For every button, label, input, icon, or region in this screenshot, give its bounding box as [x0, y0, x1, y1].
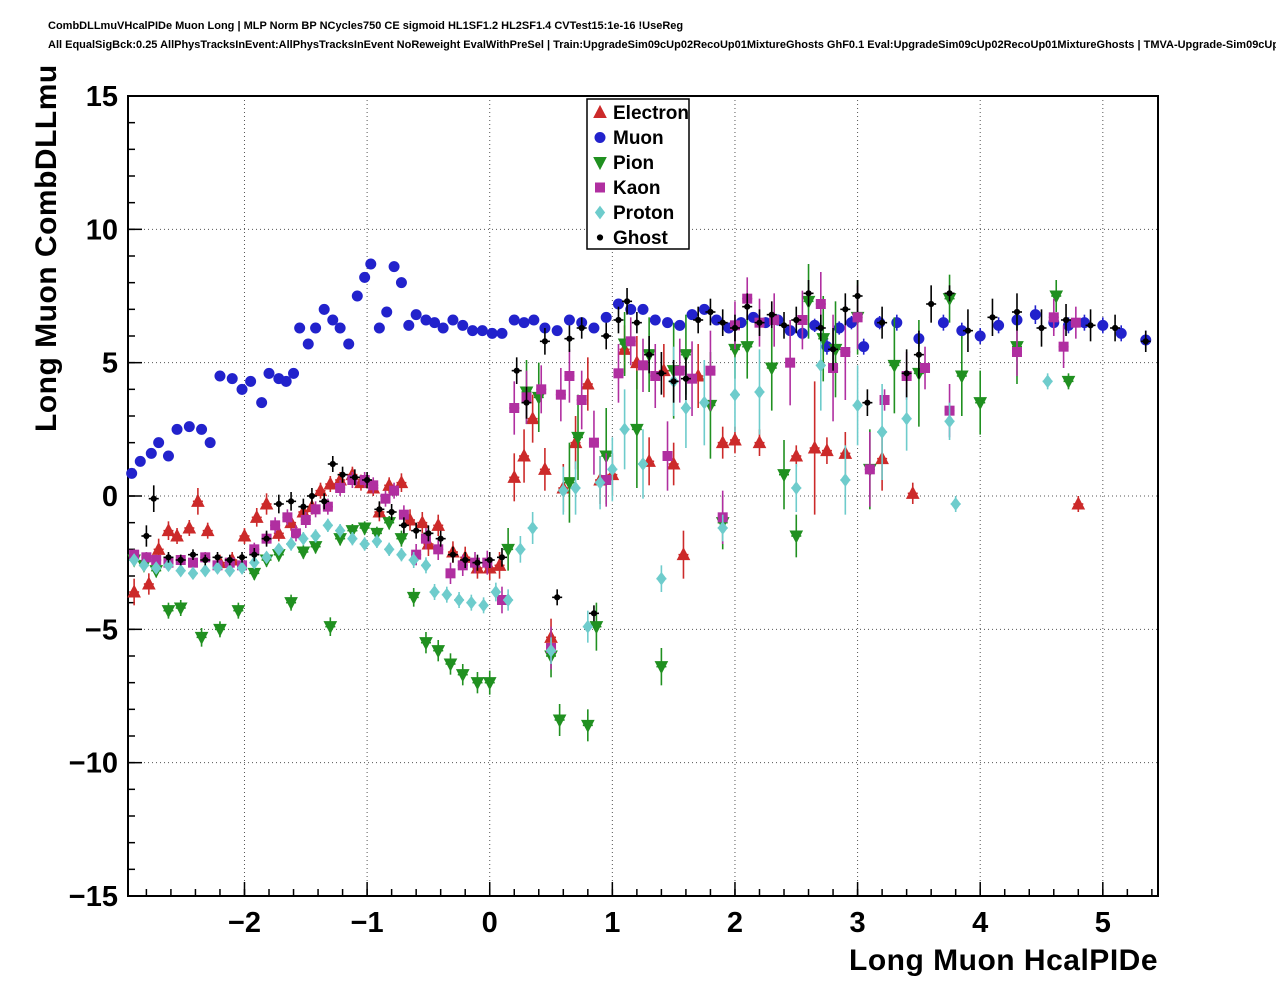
legend-marker-electron-icon — [593, 104, 607, 118]
svg-text:5: 5 — [1095, 907, 1111, 939]
series-kaon — [129, 272, 1081, 670]
legend-item-label: Kaon — [613, 178, 661, 199]
svg-text:1: 1 — [604, 907, 620, 939]
series-ghost — [141, 280, 1151, 622]
svg-text:15: 15 — [86, 81, 118, 113]
legend-marker-ghost-icon — [596, 234, 604, 241]
x-axis-title: Long Muon HcalPIDe — [849, 944, 1158, 977]
svg-text:0: 0 — [482, 907, 498, 939]
svg-text:−10: −10 — [69, 748, 118, 780]
svg-text:−5: −5 — [85, 614, 118, 646]
legend-item-label: Proton — [613, 203, 674, 224]
legend-item-label: Electron — [613, 103, 689, 124]
svg-text:5: 5 — [102, 348, 118, 380]
legend-box — [586, 98, 690, 250]
plot-title-line1: CombDLLmuVHcalPIDe Muon Long | MLP Norm … — [48, 20, 684, 32]
legend-marker-proton-icon — [594, 205, 606, 220]
legend-marker-pion-icon — [593, 157, 607, 171]
svg-text:−2: −2 — [228, 907, 261, 939]
legend-item-label: Ghost — [613, 228, 669, 249]
svg-text:0: 0 — [102, 481, 118, 513]
y-tick-labels: −15 −10 −5 0 5 10 15 — [69, 81, 118, 913]
y-axis-title: Long Muon CombDLLmu — [30, 64, 63, 432]
svg-text:−15: −15 — [69, 881, 118, 913]
svg-text:3: 3 — [850, 907, 866, 939]
svg-text:10: 10 — [86, 214, 118, 246]
svg-text:2: 2 — [727, 907, 743, 939]
svg-text:4: 4 — [972, 907, 988, 939]
legend-item-label: Pion — [613, 153, 654, 174]
axis-ticks — [128, 95, 1153, 897]
legend-marker-muon-icon — [594, 132, 606, 143]
plot-title-line2: All EqualSigBck:0.25 AllPhysTracksInEven… — [48, 39, 1276, 51]
legend-marker-kaon-icon — [595, 182, 605, 193]
legend-item-label: Muon — [613, 128, 664, 149]
svg-text:−1: −1 — [351, 907, 384, 939]
series-muon — [126, 258, 1152, 479]
x-tick-labels: −2 −1 0 1 2 3 4 5 — [228, 907, 1111, 939]
